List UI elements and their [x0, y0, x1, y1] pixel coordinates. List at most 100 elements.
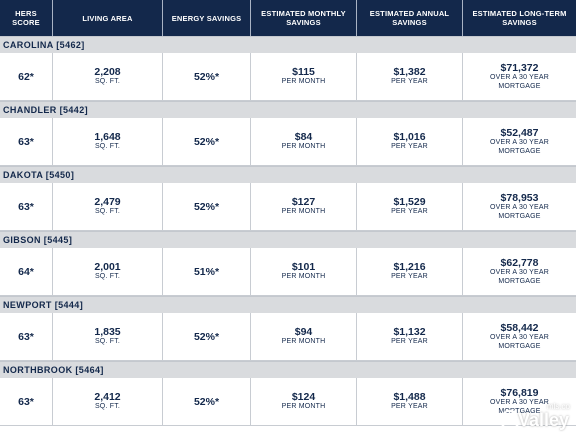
living-area-unit: SQ. FT. [94, 403, 121, 411]
monthly-savings-unit: PER MONTH [281, 338, 326, 346]
energy-savings-cell: 52%* [163, 183, 251, 230]
plan-group: DAKOTA [5450] 63* 2,479 SQ. FT. 52%* $12… [0, 166, 576, 231]
longterm-savings-line2: MORTGAGE [498, 82, 541, 90]
energy-savings-cell: 51%* [163, 248, 251, 295]
plan-group: CAROLINA [5462] 62* 2,208 SQ. FT. 52%* $… [0, 36, 576, 101]
living-area-cell: 2,001 SQ. FT. [53, 248, 163, 295]
annual-savings-unit: PER YEAR [391, 403, 428, 411]
living-area-value: 1,835 [94, 326, 121, 339]
monthly-savings-unit: PER MONTH [281, 208, 326, 216]
living-area-cell: 1,648 SQ. FT. [53, 118, 163, 165]
energy-savings-value: 51%* [193, 265, 220, 278]
living-area-value: 2,208 [94, 66, 121, 79]
hers-score-cell: 64* [0, 248, 53, 295]
plan-name-label: CHANDLER [5442] [0, 101, 576, 118]
longterm-savings-cell: $78,953 OVER A 30 YEAR MORTGAGE [463, 183, 576, 230]
living-area-cell: 1,835 SQ. FT. [53, 313, 163, 360]
hers-score-value: 63* [18, 395, 34, 408]
table-row: 64* 2,001 SQ. FT. 51%* $101 PER MONTH $1… [0, 248, 576, 296]
annual-savings-cell: $1,488 PER YEAR [357, 378, 463, 425]
monthly-savings-cell: $101 PER MONTH [251, 248, 357, 295]
monthly-savings-value: $127 [291, 196, 316, 209]
longterm-savings-line2: MORTGAGE [498, 342, 541, 350]
monthly-savings-cell: $124 PER MONTH [251, 378, 357, 425]
annual-savings-value: $1,216 [393, 261, 426, 274]
longterm-savings-value: $78,953 [500, 192, 539, 204]
monthly-savings-unit: PER MONTH [281, 273, 326, 281]
header-energy-savings: ENERGY SAVINGS [163, 0, 251, 36]
monthly-savings-unit: PER MONTH [281, 143, 326, 151]
energy-savings-value: 52%* [193, 70, 220, 83]
monthly-savings-value: $94 [294, 326, 313, 339]
annual-savings-cell: $1,529 PER YEAR [357, 183, 463, 230]
hers-score-value: 63* [18, 330, 34, 343]
hers-score-cell: 63* [0, 183, 53, 230]
living-area-unit: SQ. FT. [94, 78, 121, 86]
longterm-savings-cell: $58,442 OVER A 30 YEAR MORTGAGE [463, 313, 576, 360]
table-body: CAROLINA [5462] 62* 2,208 SQ. FT. 52%* $… [0, 36, 576, 426]
annual-savings-unit: PER YEAR [391, 273, 428, 281]
longterm-savings-value: $76,819 [500, 387, 539, 399]
monthly-savings-unit: PER MONTH [281, 403, 326, 411]
plan-group: NORTHBROOK [5464] 63* 2,412 SQ. FT. 52%*… [0, 361, 576, 426]
energy-savings-cell: 52%* [163, 53, 251, 100]
living-area-unit: SQ. FT. [94, 338, 121, 346]
energy-savings-value: 52%* [193, 330, 220, 343]
longterm-savings-cell: $76,819 OVER A 30 YEAR MORTGAGE [463, 378, 576, 425]
longterm-savings-value: $52,487 [500, 127, 539, 139]
longterm-savings-line1: OVER A 30 YEAR [489, 74, 550, 81]
hers-score-value: 62* [18, 70, 34, 83]
living-area-value: 2,001 [94, 261, 121, 274]
energy-savings-cell: 52%* [163, 118, 251, 165]
hers-score-cell: 63* [0, 118, 53, 165]
hers-score-value: 63* [18, 200, 34, 213]
plan-name-label: CAROLINA [5462] [0, 36, 576, 53]
plan-name-label: DAKOTA [5450] [0, 166, 576, 183]
annual-savings-unit: PER YEAR [391, 208, 428, 216]
annual-savings-cell: $1,016 PER YEAR [357, 118, 463, 165]
monthly-savings-unit: PER MONTH [281, 78, 326, 86]
annual-savings-value: $1,132 [393, 326, 426, 339]
monthly-savings-value: $101 [291, 261, 316, 274]
table-row: 63* 2,412 SQ. FT. 52%* $124 PER MONTH $1… [0, 378, 576, 426]
longterm-savings-line1: OVER A 30 YEAR [489, 334, 550, 341]
living-area-value: 2,412 [94, 391, 121, 404]
living-area-value: 1,648 [94, 131, 121, 144]
plan-group: NEWPORT [5444] 63* 1,835 SQ. FT. 52%* $9… [0, 296, 576, 361]
annual-savings-cell: $1,132 PER YEAR [357, 313, 463, 360]
hers-score-cell: 63* [0, 313, 53, 360]
table-row: 63* 1,835 SQ. FT. 52%* $94 PER MONTH $1,… [0, 313, 576, 361]
monthly-savings-value: $115 [292, 66, 315, 79]
plan-group: CHANDLER [5442] 63* 1,648 SQ. FT. 52%* $… [0, 101, 576, 166]
longterm-savings-line1: OVER A 30 YEAR [489, 269, 550, 276]
header-longterm-savings: ESTIMATED LONG-TERM SAVINGS [472, 9, 567, 27]
monthly-savings-value: $124 [291, 391, 316, 404]
energy-savings-cell: 52%* [163, 378, 251, 425]
hers-score-cell: 63* [0, 378, 53, 425]
monthly-savings-cell: $127 PER MONTH [251, 183, 357, 230]
energy-savings-value: 52%* [193, 200, 220, 213]
hers-score-cell: 62* [0, 53, 53, 100]
longterm-savings-cell: $52,487 OVER A 30 YEAR MORTGAGE [463, 118, 576, 165]
annual-savings-unit: PER YEAR [391, 78, 428, 86]
annual-savings-value: $1,529 [393, 196, 426, 209]
living-area-unit: SQ. FT. [94, 273, 121, 281]
annual-savings-value: $1,382 [393, 66, 426, 79]
living-area-unit: SQ. FT. [94, 143, 121, 151]
annual-savings-value: $1,488 [393, 391, 426, 404]
annual-savings-value: $1,016 [393, 131, 426, 144]
longterm-savings-cell: $71,372 OVER A 30 YEAR MORTGAGE [463, 53, 576, 100]
header-monthly-savings: ESTIMATED MONTHLY SAVINGS [251, 0, 357, 36]
plan-name-label: NORTHBROOK [5464] [0, 361, 576, 378]
hers-score-value: 63* [18, 135, 34, 148]
header-hers-score: HERS SCORE [0, 0, 53, 36]
longterm-savings-line2: MORTGAGE [498, 277, 541, 285]
longterm-savings-line2: MORTGAGE [498, 212, 541, 220]
longterm-savings-line2: MORTGAGE [498, 407, 541, 415]
monthly-savings-cell: $84 PER MONTH [251, 118, 357, 165]
energy-savings-value: 52%* [193, 135, 220, 148]
table-row: 62* 2,208 SQ. FT. 52%* $115 PER MONTH $1… [0, 53, 576, 101]
hers-score-value: 64* [18, 265, 34, 278]
annual-savings-unit: PER YEAR [391, 143, 428, 151]
